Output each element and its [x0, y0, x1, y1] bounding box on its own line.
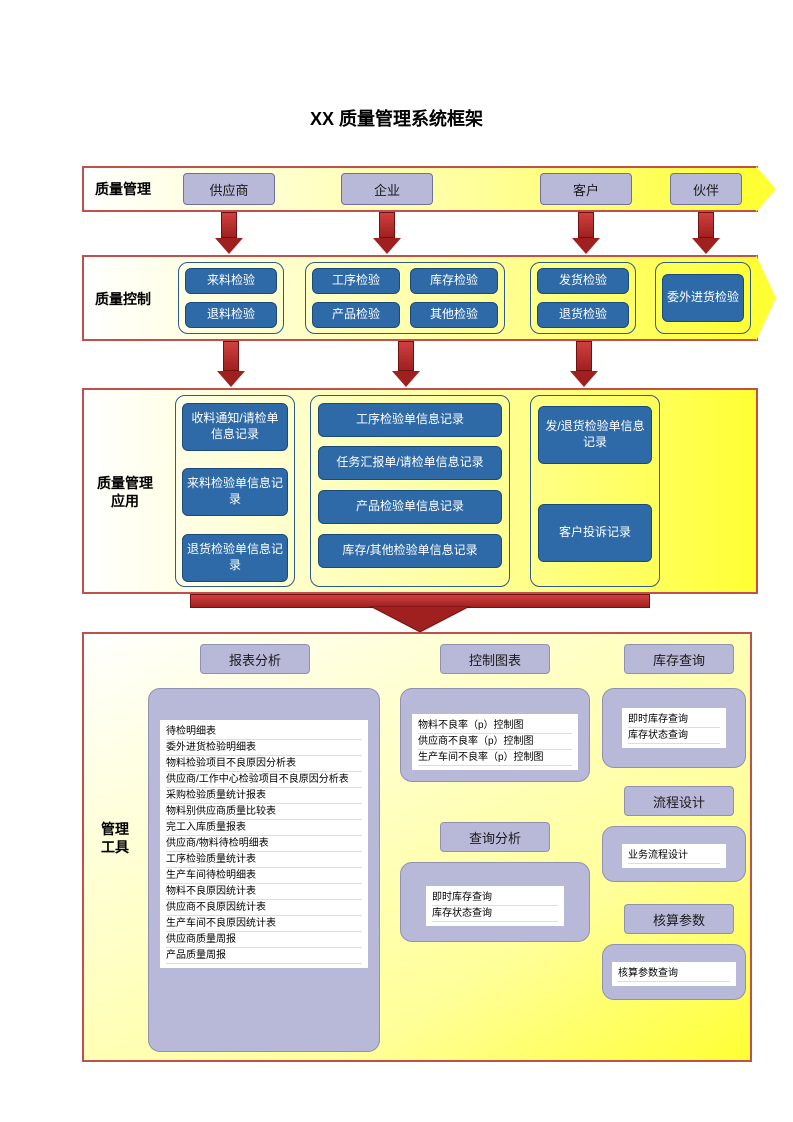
- row3-label: 质量管理 应用: [95, 474, 155, 510]
- list-item: 产品质量周报: [166, 948, 362, 964]
- panel5-list: 业务流程设计: [622, 844, 726, 868]
- panel3-header: 查询分析: [440, 822, 550, 852]
- row3-g2-item4: 库存/其他检验单信息记录: [318, 534, 502, 568]
- row2-label: 质量控制: [95, 290, 151, 308]
- row3-g2-item2: 任务汇报单/请检单信息记录: [318, 446, 502, 480]
- list-item: 生产车间不良率（p）控制图: [418, 750, 572, 766]
- list-item: 即时库存查询: [628, 712, 720, 728]
- row2-g3-item2: 退货检验: [537, 302, 629, 328]
- row3-g3-item2: 客户投诉记录: [538, 504, 652, 562]
- list-item: 物料不良率（p）控制图: [418, 718, 572, 734]
- row4-label: 管理 工具: [95, 820, 135, 856]
- list-item: 核算参数查询: [618, 966, 730, 982]
- list-item: 供应商不良原因统计表: [166, 900, 362, 916]
- row3-label-l2: 应用: [111, 493, 139, 509]
- row1-box-partner: 伙伴: [670, 173, 742, 205]
- row1-label: 质量管理: [95, 180, 151, 198]
- list-item: 供应商/工作中心检验项目不良原因分析表: [166, 772, 362, 788]
- list-item: 物料别供应商质量比较表: [166, 804, 362, 820]
- row3-g1-item1: 收料通知/请检单信息记录: [182, 403, 288, 451]
- row3-g2-item1: 工序检验单信息记录: [318, 403, 502, 437]
- list-item: 物料不良原因统计表: [166, 884, 362, 900]
- list-item: 物料检验项目不良原因分析表: [166, 756, 362, 772]
- list-item: 生产车间不良原因统计表: [166, 916, 362, 932]
- panel2-list: 物料不良率（p）控制图供应商不良率（p）控制图生产车间不良率（p）控制图: [412, 714, 578, 770]
- row3-g1-item3: 退货检验单信息记录: [182, 534, 288, 582]
- row2-g2-item4: 其他检验: [410, 302, 498, 328]
- list-item: 业务流程设计: [628, 848, 720, 864]
- panel4-header: 库存查询: [624, 644, 734, 674]
- list-item: 完工入库质量报表: [166, 820, 362, 836]
- row3-g1-item2: 来料检验单信息记录: [182, 468, 288, 516]
- row2-g3-item1: 发货检验: [537, 268, 629, 294]
- list-item: 采购检验质量统计报表: [166, 788, 362, 804]
- panel1-header: 报表分析: [200, 644, 310, 674]
- list-item: 库存状态查询: [628, 728, 720, 744]
- row3-g3-item1: 发/退货检验单信息记录: [538, 406, 652, 464]
- panel6-list: 核算参数查询: [612, 962, 736, 986]
- list-item: 库存状态查询: [432, 906, 558, 922]
- row3-label-l1: 质量管理: [97, 475, 153, 491]
- panel5-header: 流程设计: [624, 786, 734, 816]
- list-item: 供应商质量周报: [166, 932, 362, 948]
- list-item: 委外进货检验明细表: [166, 740, 362, 756]
- page-title: XX 质量管理系统框架: [0, 105, 793, 131]
- list-item: 供应商不良率（p）控制图: [418, 734, 572, 750]
- panel2-header: 控制图表: [440, 644, 550, 674]
- row4-label-l2: 工具: [101, 839, 129, 855]
- panel1-list: 待检明细表委外进货检验明细表物料检验项目不良原因分析表供应商/工作中心检验项目不…: [160, 720, 368, 968]
- list-item: 工序检验质量统计表: [166, 852, 362, 868]
- panel4-list: 即时库存查询库存状态查询: [622, 708, 726, 748]
- row2-g1-item1: 来料检验: [185, 268, 277, 294]
- row1-box-supplier: 供应商: [183, 173, 275, 205]
- row4-label-l1: 管理: [101, 821, 129, 837]
- list-item: 即时库存查询: [432, 890, 558, 906]
- row1-box-enterprise: 企业: [341, 173, 433, 205]
- row2-g4-item1: 委外进货检验: [662, 274, 744, 322]
- row2-g2-item1: 工序检验: [312, 268, 400, 294]
- row2-g2-item2: 库存检验: [410, 268, 498, 294]
- panel3-list: 即时库存查询库存状态查询: [426, 886, 564, 926]
- list-item: 供应商/物料待检明细表: [166, 836, 362, 852]
- list-item: 生产车间待检明细表: [166, 868, 362, 884]
- row3-g2-item3: 产品检验单信息记录: [318, 490, 502, 524]
- row2-g1-item2: 退料检验: [185, 302, 277, 328]
- row2-g2-item3: 产品检验: [312, 302, 400, 328]
- row1-box-customer: 客户: [540, 173, 632, 205]
- panel6-header: 核算参数: [624, 904, 734, 934]
- list-item: 待检明细表: [166, 724, 362, 740]
